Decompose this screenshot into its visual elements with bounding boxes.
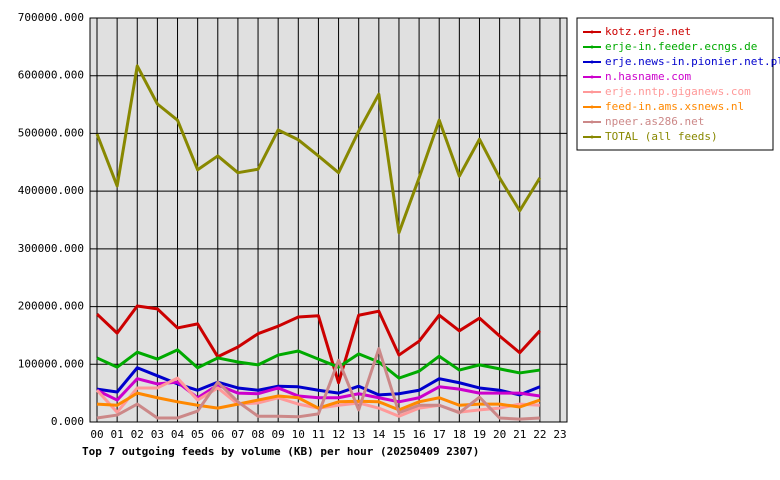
x-tick-label: 20 <box>493 428 506 441</box>
x-tick-label: 05 <box>191 428 204 441</box>
x-tick-label: 06 <box>211 428 224 441</box>
x-tick-label: 08 <box>251 428 264 441</box>
x-tick-label: 09 <box>272 428 285 441</box>
series-line <box>95 64 542 235</box>
x-tick-label: 23 <box>553 428 566 441</box>
x-tick-label: 00 <box>90 428 103 441</box>
legend-dot <box>590 90 594 94</box>
x-tick-label: 17 <box>433 428 446 441</box>
legend-box <box>576 17 774 151</box>
plot-area <box>90 18 567 422</box>
chart-title: Top 7 outgoing feeds by volume (KB) per … <box>82 445 479 458</box>
x-tick-label: 07 <box>231 428 244 441</box>
y-tick-label: 200000.000 <box>18 300 84 313</box>
y-tick-label: 700000.000 <box>18 11 84 24</box>
legend-dot <box>590 120 594 124</box>
x-tick-label: 19 <box>473 428 486 441</box>
legend-dot <box>590 45 594 49</box>
series-line <box>96 348 541 380</box>
x-tick-label: 15 <box>392 428 405 441</box>
legend-dot <box>590 75 594 79</box>
y-tick-label: 100000.000 <box>18 357 84 370</box>
series-line <box>96 347 540 421</box>
y-tick-label: 600000.000 <box>18 69 84 82</box>
x-tick-label: 13 <box>352 428 365 441</box>
x-tick-label: 11 <box>312 428 325 441</box>
legend-label: erje-in.feeder.ecngs.de <box>605 40 757 53</box>
y-tick-label: 400000.000 <box>18 184 84 197</box>
legend-label: npeer.as286.net <box>605 115 704 128</box>
x-tick-label: 22 <box>533 428 546 441</box>
legend-label: feed-in.ams.xsnews.nl <box>605 100 744 113</box>
y-tick-label: 500000.000 <box>18 126 84 139</box>
plot-frame <box>89 17 568 423</box>
x-tick-label: 18 <box>453 428 466 441</box>
legend-dot <box>590 30 594 34</box>
legend-label: erje.nntp.giganews.com <box>605 85 751 98</box>
series-line <box>95 304 541 385</box>
x-tick-label: 16 <box>412 428 425 441</box>
y-tick-label: 300000.000 <box>18 242 84 255</box>
legend-dot <box>590 105 594 109</box>
x-tick-label: 21 <box>513 428 526 441</box>
y-tick-label: 0.000 <box>51 415 84 428</box>
x-tick-label: 02 <box>131 428 144 441</box>
x-tick-label: 03 <box>151 428 164 441</box>
x-tick-label: 04 <box>171 428 185 441</box>
series-line <box>96 391 541 412</box>
x-tick-label: 10 <box>292 428 305 441</box>
legend-label: kotz.erje.net <box>605 25 691 38</box>
legend-label: n.hasname.com <box>605 70 691 83</box>
legend-dot <box>590 60 594 64</box>
legend-label: erje.news-in.pionier.net.pl <box>605 55 780 68</box>
x-tick-label: 12 <box>332 428 345 441</box>
legend-dot <box>590 135 594 139</box>
x-tick-label: 01 <box>111 428 124 441</box>
x-tick-label: 14 <box>372 428 386 441</box>
legend-label: TOTAL (all feeds) <box>605 130 718 143</box>
